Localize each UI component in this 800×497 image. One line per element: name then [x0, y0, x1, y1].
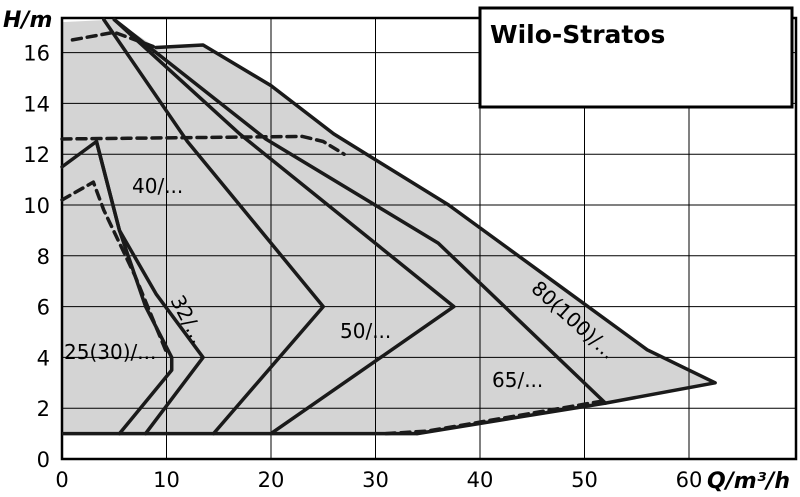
series-line-5	[112, 17, 608, 436]
y-tick-label: 16	[23, 42, 50, 66]
x-tick-label: 20	[258, 468, 285, 492]
y-tick-label: 12	[23, 143, 50, 167]
series-line-8	[60, 134, 346, 156]
series-line-1	[60, 180, 169, 355]
y-tick-label: 10	[23, 194, 50, 218]
label-50: 50/...	[340, 319, 391, 343]
x-tick-label: 60	[676, 468, 703, 492]
series-line-6	[154, 43, 717, 405]
chart-title: Wilo-Stratos	[490, 20, 665, 49]
x-tick-label: 50	[571, 468, 598, 492]
y-tick-label: 0	[37, 448, 50, 472]
y-tick-label: 6	[37, 296, 50, 320]
y-tick-label: 8	[37, 245, 50, 269]
y-tick-label: 2	[37, 397, 50, 421]
x-tick-label: 10	[153, 468, 180, 492]
x-tick-label: 0	[55, 468, 68, 492]
title-box	[478, 6, 794, 109]
plot-frame	[60, 16, 798, 461]
series-line-7	[70, 30, 158, 50]
label-40: 40/...	[132, 174, 183, 198]
series-line-3	[102, 17, 325, 436]
y-tick-label: 14	[23, 92, 50, 116]
series-line-2	[94, 139, 205, 436]
label-65: 65/...	[492, 368, 543, 392]
y-axis-title: H/m	[3, 8, 52, 33]
y-tick-label: 4	[37, 346, 50, 370]
x-tick-label: 40	[467, 468, 494, 492]
x-tick-label: 30	[362, 468, 389, 492]
series-line-4	[112, 17, 456, 436]
x-axis-title: Q/m³/h	[707, 469, 790, 494]
label-25-30: 25(30)/...	[64, 340, 156, 364]
